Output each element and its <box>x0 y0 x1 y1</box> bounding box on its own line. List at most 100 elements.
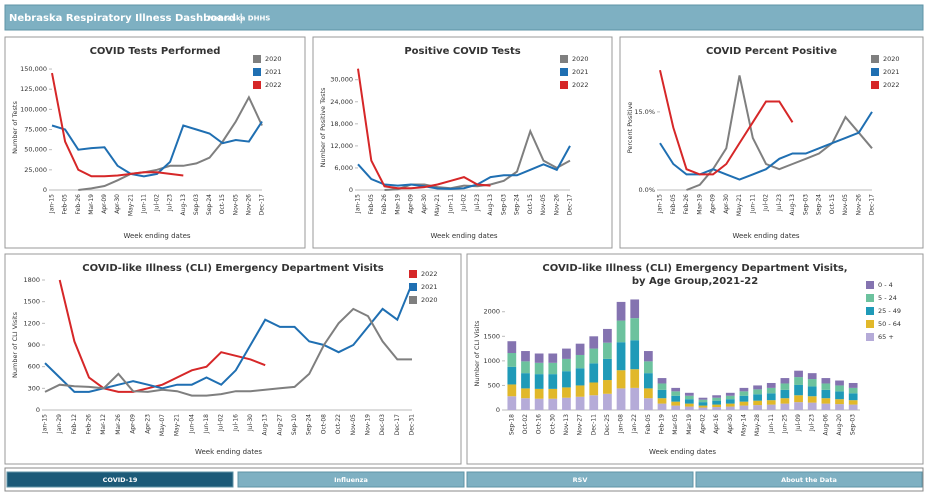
bar-segment <box>753 405 762 410</box>
header-bar <box>4 4 924 31</box>
x-tick-label: Dec-31 <box>409 414 416 436</box>
bar-segment <box>534 353 544 363</box>
tab[interactable] <box>695 471 923 488</box>
tab[interactable] <box>237 471 465 488</box>
x-tick-label: Jul-02 <box>763 194 770 212</box>
x-tick-label: Jul-02 <box>461 194 468 212</box>
x-tick-label: Nov-05 <box>540 194 547 216</box>
x-tick-label: May-28 <box>754 414 761 436</box>
y-tick-label: 100,000 <box>20 105 47 113</box>
bar-segment <box>821 378 831 384</box>
bar-segment <box>725 399 735 404</box>
x-tick-label: Dec-25 <box>604 414 611 436</box>
bar-segment <box>616 388 626 410</box>
chart-subtitle: by Age Group,2021-22 <box>632 276 758 287</box>
bar-segment <box>589 336 599 349</box>
legend-label: 2020 <box>421 296 438 304</box>
bar-segment <box>821 389 831 399</box>
x-tick-label: Feb-26 <box>86 414 93 435</box>
bar-segment <box>562 371 571 388</box>
x-axis-label: Week ending dates <box>649 448 716 456</box>
x-tick-label: Apr-02 <box>699 414 706 434</box>
bar-segment <box>507 353 517 367</box>
bar-segment <box>739 391 749 396</box>
x-tick-label: Feb-19 <box>659 414 666 435</box>
bar-segment <box>753 385 762 390</box>
x-tick-label: Jun-11 <box>749 194 756 214</box>
y-tick-label: 15.0% <box>634 108 655 116</box>
legend-label: 25 - 49 <box>878 307 901 315</box>
bar-segment <box>821 403 831 410</box>
x-tick-label: Jan-22 <box>631 414 638 434</box>
bar-segment <box>575 396 585 410</box>
bar-segment <box>643 398 653 410</box>
bar-segment <box>671 405 681 410</box>
tab[interactable] <box>6 471 234 488</box>
x-tick-label: Feb-26 <box>75 194 82 215</box>
bar-segment <box>534 362 544 375</box>
bar-segment <box>671 401 681 406</box>
x-tick-label: Jan-15 <box>42 414 49 434</box>
x-tick-label: Jun-04 <box>188 414 195 434</box>
bar-segment <box>630 340 640 370</box>
x-tick-label: Apr-16 <box>713 414 720 434</box>
line-series <box>44 283 413 393</box>
y-tick-label: 0 <box>496 406 500 414</box>
bar-segment <box>521 351 530 362</box>
x-tick-label: Jun-18 <box>203 414 210 434</box>
x-tick-label: Dec-17 <box>567 194 574 216</box>
legend-label: 2022 <box>572 81 589 89</box>
x-tick-label: Sep-24 <box>306 414 313 435</box>
bar-segment <box>616 301 626 321</box>
bar-segment <box>739 405 749 410</box>
x-tick-label: Feb-05 <box>368 194 375 215</box>
x-tick-label: Nov-05 <box>350 414 357 436</box>
x-tick-label: Nov-26 <box>553 194 560 216</box>
x-tick-label: Sep-03 <box>802 194 809 215</box>
x-tick-label: Dec-17 <box>259 194 266 216</box>
bar-segment <box>780 403 790 410</box>
legend-swatch <box>866 281 874 289</box>
bar-segment <box>835 391 844 400</box>
tab-label[interactable]: COVID-19 <box>103 476 138 484</box>
legend-swatch <box>560 68 568 76</box>
y-tick-label: 0 <box>349 186 353 194</box>
bar-segment <box>534 398 544 410</box>
tab-label[interactable]: Influenza <box>334 476 368 484</box>
legend-swatch <box>871 81 879 89</box>
bar-segment <box>616 320 626 343</box>
x-tick-label: Apr-30 <box>723 194 730 214</box>
x-tick-label: Oct-15 <box>829 194 836 214</box>
bar-segment <box>548 374 558 389</box>
y-tick-label: 125,000 <box>20 85 47 93</box>
x-axis-label: Week ending dates <box>195 448 262 456</box>
line-series <box>357 68 491 190</box>
bar-segment <box>807 379 817 387</box>
bar-segment <box>671 395 681 402</box>
line-series <box>357 145 571 190</box>
tab-label[interactable]: About the Data <box>781 476 837 484</box>
legend-label: 2020 <box>572 55 589 63</box>
legend-label: 2020 <box>265 55 282 63</box>
x-tick-label: Apr-23 <box>144 414 151 434</box>
bar-segment <box>684 399 694 404</box>
tab-bar <box>4 467 924 492</box>
y-axis-label: Number of CLI Visits <box>11 311 19 378</box>
bar-segment <box>835 385 844 392</box>
bar-segment <box>698 405 708 408</box>
line-series <box>58 279 266 393</box>
bar-segment <box>575 368 585 386</box>
bar-segment <box>739 401 749 406</box>
tab[interactable] <box>466 471 694 488</box>
y-tick-label: 18,000 <box>330 120 353 128</box>
bar-segment <box>712 407 722 410</box>
bar-segment <box>766 382 776 388</box>
tab-label[interactable]: RSV <box>573 476 588 484</box>
bar-segment <box>507 384 517 397</box>
y-tick-label: 1200 <box>23 319 40 327</box>
x-tick-label: May-21 <box>174 414 181 436</box>
x-tick-label: Oct-02 <box>522 414 529 434</box>
legend-swatch <box>409 270 417 278</box>
chart-title: Positive COVID Tests <box>404 46 520 57</box>
x-tick-label: Jun-11 <box>447 194 454 214</box>
